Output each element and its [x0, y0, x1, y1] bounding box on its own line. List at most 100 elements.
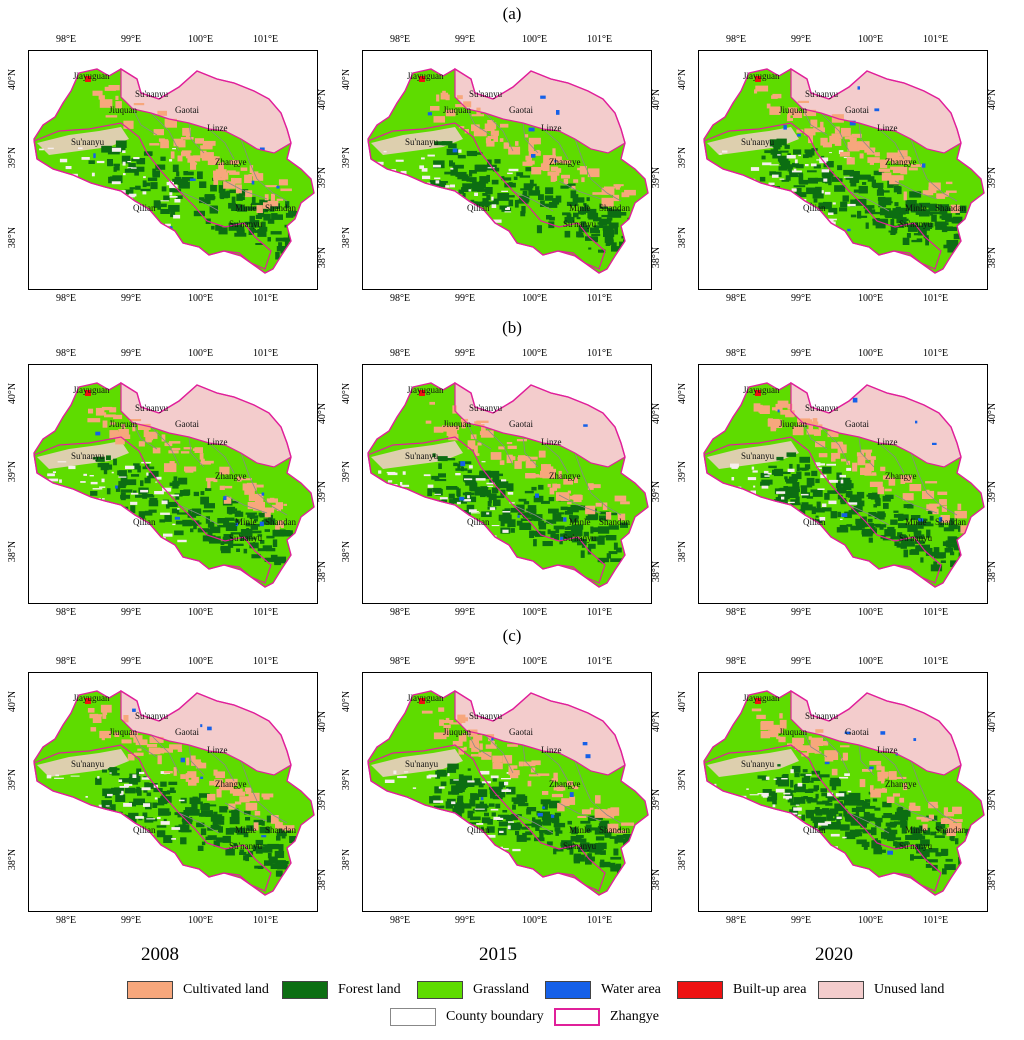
forest-patch — [267, 237, 271, 242]
water-patch — [207, 726, 212, 731]
forest-patch — [851, 807, 858, 813]
county-boundary-line — [208, 442, 235, 474]
cultivated-patch — [433, 732, 447, 740]
forest-patch — [212, 820, 218, 829]
forest-patch — [140, 480, 144, 487]
water-patch — [847, 228, 851, 232]
forest-patch — [571, 538, 583, 543]
cultivated-patch — [760, 730, 770, 739]
forest-patch — [526, 808, 532, 815]
bare-patch — [490, 808, 499, 811]
latitude-tick-label: 39°N — [987, 480, 999, 503]
forest-patch — [487, 473, 491, 477]
bare-patch — [105, 805, 110, 807]
cultivated-patch — [528, 142, 534, 152]
cultivated-patch — [443, 724, 451, 729]
water-patch — [535, 493, 539, 498]
bare-patch — [781, 496, 785, 500]
bare-patch — [382, 182, 392, 185]
forest-patch — [848, 490, 852, 498]
bare-patch — [752, 215, 756, 217]
forest-patch — [795, 512, 800, 516]
bare-patch — [105, 190, 113, 194]
forest-patch — [196, 822, 205, 828]
county-label: Zhangye — [215, 779, 247, 789]
longitude-tick-label: 101°E — [923, 34, 949, 45]
bare-patch — [489, 507, 496, 511]
forest-patch — [128, 801, 136, 807]
forest-patch — [160, 156, 166, 161]
bare-patch — [75, 205, 81, 208]
forest-patch — [227, 508, 238, 512]
forest-patch — [953, 874, 963, 877]
forest-patch — [827, 818, 836, 821]
forest-patch — [807, 177, 818, 184]
bare-patch — [731, 477, 735, 481]
forest-patch — [842, 477, 851, 482]
county-boundary-line — [848, 812, 890, 834]
forest-patch — [528, 190, 541, 196]
forest-patch — [278, 844, 284, 852]
legend-county-boundary: County boundary — [390, 1008, 544, 1026]
forest-patch — [106, 488, 111, 495]
forest-patch — [608, 525, 619, 530]
cultivated-patch — [759, 405, 770, 414]
bare-patch — [173, 214, 181, 219]
water-patch — [551, 814, 555, 818]
forest-patch — [257, 210, 265, 218]
cultivated-patch — [820, 137, 828, 146]
forest-patch — [810, 780, 814, 783]
longitude-tick-label: 99°E — [791, 348, 812, 359]
forest-patch — [827, 490, 838, 494]
county-boundary-line — [858, 744, 875, 776]
bare-patch — [817, 467, 822, 469]
bare-patch — [172, 523, 176, 526]
forest-patch — [790, 802, 800, 806]
bare-patch — [749, 190, 756, 193]
bare-patch — [828, 212, 834, 215]
cultivated-patch — [280, 188, 292, 192]
cultivated-patch — [792, 426, 804, 436]
forest-patch — [488, 470, 500, 478]
forest-patch — [622, 868, 628, 874]
cultivated-patch — [498, 446, 505, 450]
forest-patch — [98, 457, 103, 462]
forest-patch — [278, 242, 283, 249]
cultivated-patch — [960, 525, 968, 534]
latitude-tick-label: 38°N — [987, 868, 999, 891]
bare-patch — [485, 535, 493, 539]
bare-patch — [775, 788, 785, 793]
bare-patch — [122, 150, 126, 153]
longitude-tick-label: 100°E — [188, 656, 214, 667]
forest-patch — [125, 479, 137, 486]
forest-patch — [776, 138, 787, 146]
bare-patch — [840, 479, 844, 484]
forest-patch — [175, 195, 183, 199]
forest-patch — [275, 237, 288, 242]
legend-label: Unused land — [874, 982, 945, 997]
forest-patch — [887, 526, 895, 532]
bare-patch — [748, 513, 757, 516]
bare-patch — [777, 154, 781, 156]
latitude-tick-label: 40°N — [987, 710, 999, 733]
cultivated-patch — [473, 735, 483, 741]
cultivated-patch — [87, 418, 101, 423]
bare-patch — [140, 489, 149, 493]
bare-patch — [144, 804, 148, 807]
forest-patch — [144, 817, 154, 823]
longitude-tick-label: 98°E — [390, 656, 411, 667]
water-patch — [777, 409, 780, 413]
bare-patch — [104, 211, 111, 215]
bare-patch — [754, 515, 761, 519]
forest-patch — [600, 850, 606, 855]
forest-patch — [613, 542, 618, 550]
county-label: Zhangye — [549, 779, 581, 789]
forest-patch — [486, 201, 496, 205]
bare-patch — [54, 777, 64, 779]
water-patch — [560, 536, 564, 541]
forest-patch — [578, 225, 589, 233]
forest-patch — [916, 846, 922, 854]
forest-patch — [147, 177, 158, 182]
